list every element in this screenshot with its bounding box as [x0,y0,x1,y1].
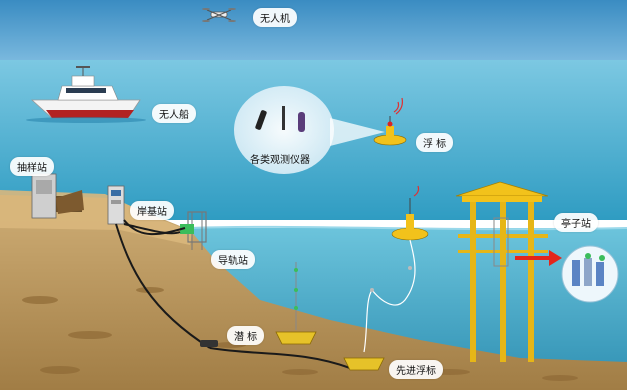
guide-rail-station-label: 导轨站 [211,250,255,269]
seabed-rocks [22,287,578,381]
sampling-station-label: 抽样站 [10,157,54,176]
surface-buoy-icon [373,97,407,146]
pavilion-inset [561,245,619,303]
instruments-label: 各类观测仪器 [250,155,310,166]
sampling-station-icon [31,173,84,219]
shore-station-icon [107,185,125,225]
drone-icon [202,8,236,22]
cables [115,219,351,369]
cable-connector-icon [200,340,218,347]
submersible-buoy-label: 潜 标 [227,326,265,345]
pavilion-station-label: 亭子站 [554,213,598,232]
shore-station-label: 岸基站 [130,201,174,220]
pavilion-platform-icon [455,181,549,362]
boat-label: 无人船 [152,104,196,123]
drone-label: 无人机 [253,8,297,27]
boat-icon [26,66,146,123]
advanced-buoy-icon [343,185,429,371]
buoy-label: 浮 标 [416,133,454,152]
seabed [0,195,627,390]
instrument-bubble [234,86,385,174]
submersible-buoy-icon [275,262,317,345]
red-arrow-icon [515,250,562,266]
advanced-buoy-label: 先进浮标 [389,360,443,379]
guide-rail-station-icon [180,211,207,250]
